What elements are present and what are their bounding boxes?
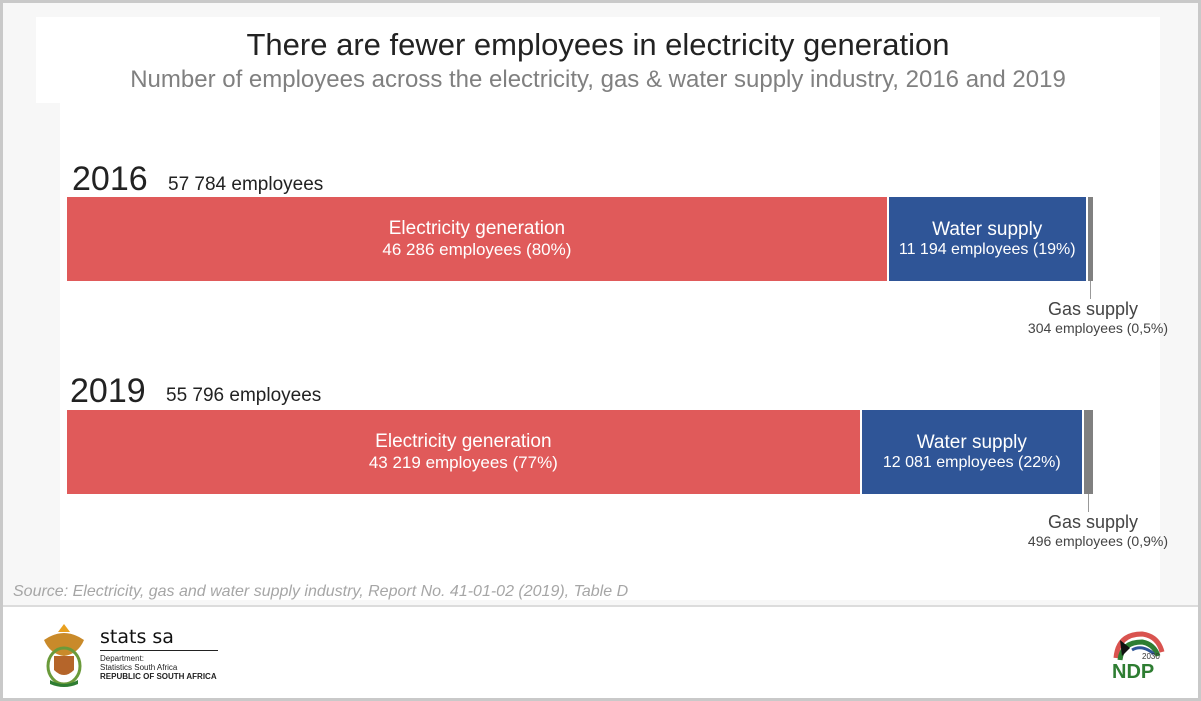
segment-name: Electricity generation — [375, 431, 552, 452]
segment-value-label: 304 employees (0,5%) — [1027, 320, 1168, 336]
year-label: 2016 — [72, 160, 148, 198]
department-text: Department: Statistics South Africa REPU… — [100, 654, 217, 681]
segment-name: Gas supply — [1047, 299, 1138, 319]
segment-value-label: 496 employees (0,9%) — [1027, 533, 1168, 549]
gas-leader-line — [1090, 281, 1092, 299]
brand-underline — [100, 650, 218, 651]
bar-segment-gas-supply — [1087, 197, 1093, 281]
coat-of-arms-icon — [44, 624, 84, 687]
chart-panel — [60, 103, 1160, 600]
stats-sa-brand: stats sa — [100, 626, 174, 648]
chart-title: There are fewer employees in electricity… — [246, 27, 950, 62]
segment-name: Electricity generation — [388, 218, 566, 239]
title-panel — [36, 17, 1160, 103]
bar-segment-electricity-generation: Electricity generation 46 286 employees (… — [67, 197, 887, 281]
gas-leader-line — [1088, 494, 1090, 512]
year-label: 2019 — [70, 372, 146, 410]
ndp-2030-logo-icon: 2030 NDP — [1112, 631, 1165, 680]
footer — [3, 607, 1198, 698]
bar-segment-electricity-generation: Electricity generation 43 219 employees (… — [67, 410, 860, 494]
segment-name: Water supply — [932, 219, 1043, 240]
total-label: 55 796 employees — [166, 385, 322, 406]
dept-line-2: Statistics South Africa — [100, 663, 178, 672]
gas-supply-label: Gas supply 496 employees (0,9%) — [1028, 512, 1168, 549]
footer-divider — [3, 605, 1198, 607]
bar-segment-water-supply: Water supply 12 081 employees (22%) — [861, 410, 1082, 494]
segment-value-label: 11 194 employees (19%) — [898, 241, 1076, 258]
gas-supply-label: Gas supply 304 employees (0,5%) — [1028, 299, 1168, 336]
dept-line-3: REPUBLIC OF SOUTH AFRICA — [100, 672, 217, 681]
segment-value-label: 12 081 employees (22%) — [882, 454, 1061, 471]
segment-name: Water supply — [916, 432, 1027, 453]
bar-segment-gas-supply — [1083, 410, 1093, 494]
chart-subtitle: Number of employees across the electrici… — [130, 66, 1066, 93]
source-note: Source: Electricity, gas and water suppl… — [13, 583, 629, 600]
total-label: 57 784 employees — [168, 174, 324, 195]
segment-name: Gas supply — [1047, 512, 1138, 532]
segment-value-label: 43 219 employees (77%) — [368, 453, 558, 472]
bar-segment-water-supply: Water supply 11 194 employees (19%) — [888, 197, 1086, 281]
svg-text:2030: 2030 — [1142, 652, 1160, 661]
svg-text:NDP: NDP — [1112, 661, 1154, 680]
dept-line-1: Department: — [100, 654, 145, 663]
segment-value-label: 46 286 employees (80%) — [382, 240, 572, 259]
